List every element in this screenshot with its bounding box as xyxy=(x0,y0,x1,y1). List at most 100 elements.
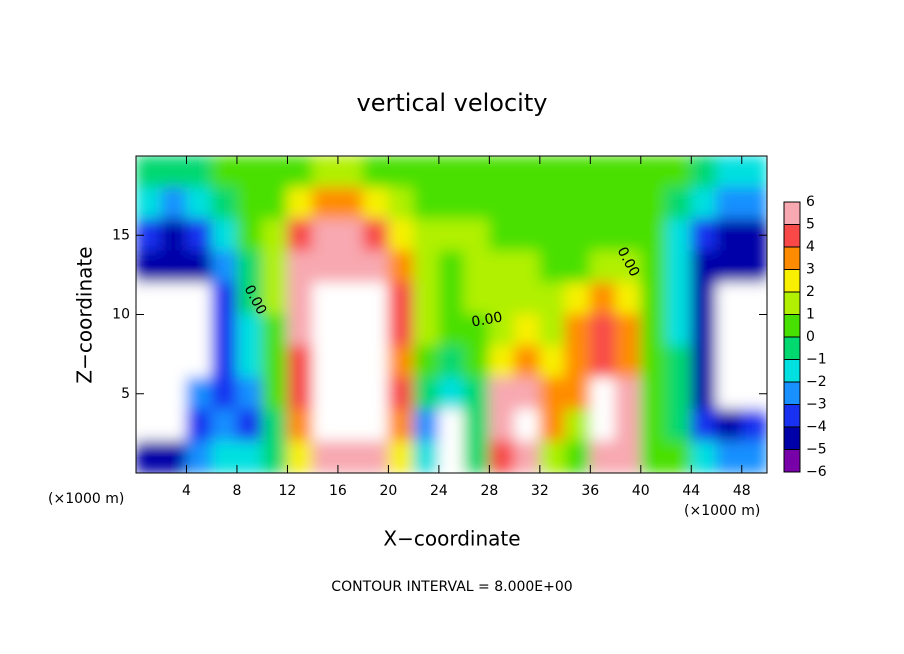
cell xyxy=(286,187,314,220)
cell xyxy=(665,156,692,189)
cell xyxy=(136,440,162,473)
y-tick-label: 15 xyxy=(112,227,130,243)
cell xyxy=(564,377,591,411)
cell xyxy=(741,409,767,442)
cell xyxy=(211,218,238,252)
cell xyxy=(665,218,692,252)
cell xyxy=(514,187,541,220)
cell xyxy=(690,282,718,315)
cell xyxy=(741,314,767,347)
cell xyxy=(665,409,692,442)
cell xyxy=(337,314,364,347)
cell xyxy=(387,282,415,315)
cell xyxy=(640,187,667,220)
cell xyxy=(564,156,591,189)
cell xyxy=(615,282,642,315)
cell xyxy=(185,250,213,284)
cell xyxy=(211,250,238,284)
cell xyxy=(211,187,238,220)
cell xyxy=(463,218,490,252)
cell xyxy=(690,218,718,252)
colorbar-label: 4 xyxy=(806,239,815,255)
footer: CONTOUR INTERVAL = 8.000E+00 xyxy=(331,579,572,595)
colorbar-label: −2 xyxy=(806,374,827,390)
colorbar-band xyxy=(784,269,800,292)
cell xyxy=(362,440,389,473)
cell xyxy=(615,218,642,252)
cell xyxy=(463,282,490,315)
cell xyxy=(236,282,263,315)
field xyxy=(136,156,767,473)
cell xyxy=(312,187,339,220)
cell xyxy=(387,377,415,411)
cell xyxy=(387,409,415,442)
cell xyxy=(463,345,490,379)
cell xyxy=(665,345,692,379)
cell xyxy=(665,250,692,284)
cell xyxy=(312,250,339,284)
cell xyxy=(690,377,718,411)
cell xyxy=(185,187,213,220)
cell xyxy=(362,409,389,442)
x-tick-label: 44 xyxy=(682,483,700,499)
cell xyxy=(312,409,339,442)
cell xyxy=(564,218,591,252)
cell xyxy=(136,187,162,220)
cell xyxy=(236,314,263,347)
cell xyxy=(236,440,263,473)
cell xyxy=(362,250,389,284)
cell xyxy=(514,156,541,189)
colorbar-label: 3 xyxy=(806,262,815,278)
colorbar-label: −4 xyxy=(806,419,827,435)
plot-area xyxy=(136,156,767,473)
cell xyxy=(160,409,187,442)
x-tick-label: 20 xyxy=(379,483,397,499)
cell xyxy=(564,314,591,347)
cell xyxy=(589,409,617,442)
cell xyxy=(640,314,667,347)
colorbar-label: 6 xyxy=(806,194,815,210)
cell xyxy=(387,156,415,189)
cell xyxy=(514,409,541,442)
cell xyxy=(286,377,314,411)
cell xyxy=(286,218,314,252)
x-tick-label: 28 xyxy=(480,483,498,499)
cell xyxy=(261,156,288,189)
cell xyxy=(337,440,364,473)
cell xyxy=(665,187,692,220)
cell xyxy=(337,218,364,252)
cell xyxy=(413,409,440,442)
cell xyxy=(539,440,566,473)
colorbar-band xyxy=(784,427,800,450)
cell xyxy=(236,345,263,379)
cell xyxy=(615,345,642,379)
cell xyxy=(312,377,339,411)
cell xyxy=(615,314,642,347)
cell xyxy=(337,345,364,379)
cell xyxy=(337,187,364,220)
cell xyxy=(665,314,692,347)
cell xyxy=(463,409,490,442)
cell xyxy=(286,282,314,315)
cell xyxy=(362,314,389,347)
cell xyxy=(488,218,516,252)
cell xyxy=(514,250,541,284)
cell xyxy=(741,345,767,379)
cell xyxy=(387,440,415,473)
y-tick-label: 5 xyxy=(121,386,130,402)
colorbar-label: 0 xyxy=(806,329,815,345)
cell xyxy=(286,409,314,442)
cell xyxy=(488,345,516,379)
cell xyxy=(564,282,591,315)
cell xyxy=(488,156,516,189)
cell xyxy=(413,250,440,284)
cell xyxy=(514,377,541,411)
cell xyxy=(136,345,162,379)
cell xyxy=(211,314,238,347)
cell xyxy=(136,314,162,347)
cell xyxy=(160,250,187,284)
cell xyxy=(615,250,642,284)
cell xyxy=(387,314,415,347)
cell xyxy=(160,345,187,379)
